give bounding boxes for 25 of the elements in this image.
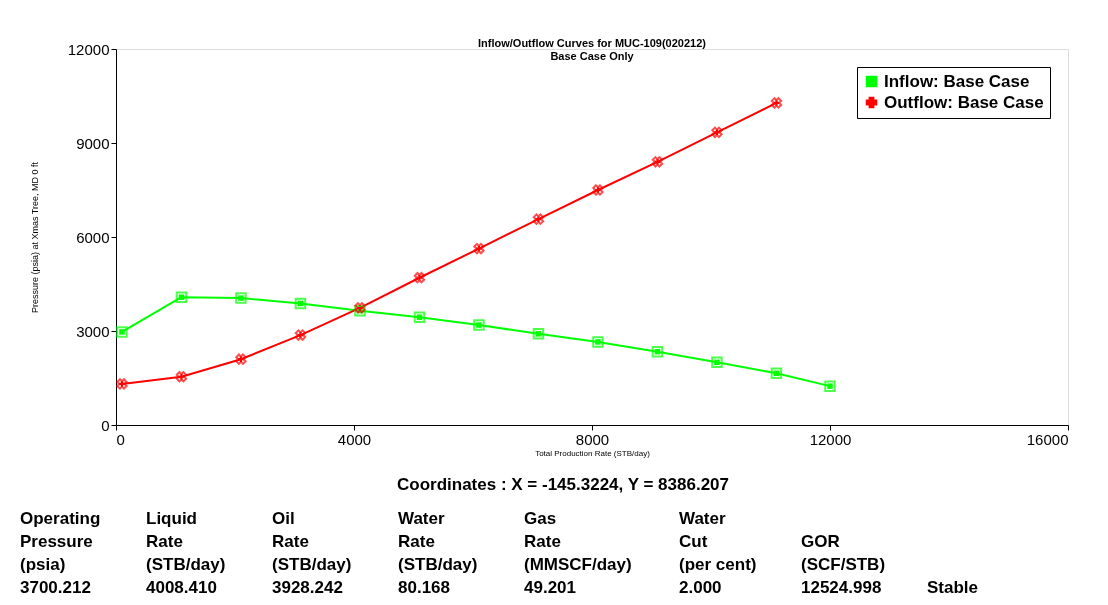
text: Liquid Rate (STB/day) 4008.410 <box>146 509 226 597</box>
y-tick-label: 12000 <box>67 40 110 58</box>
y-tick-label: 0 <box>101 416 110 434</box>
chart-title: Inflow/Outflow Curves for MUC-109(020212) <box>478 37 707 49</box>
x-tick-label: 16000 <box>1026 430 1069 448</box>
text: Coordinates : X = -145.3224, Y = 8386.207 <box>396 475 730 494</box>
text: Operating Pressure (psia) 3700.212 <box>20 509 101 597</box>
y-tick-label: 3000 <box>76 322 110 340</box>
legend-label: Outflow: Base Case <box>884 92 1044 112</box>
y-tick-label: 9000 <box>76 134 110 152</box>
chart-subtitle: Base Case Only <box>550 50 635 62</box>
x-tick-label: 12000 <box>809 430 852 448</box>
legend-label: Inflow: Base Case <box>884 71 1030 91</box>
text: Oil Rate (STB/day) 3928.242 <box>272 509 352 597</box>
text: Water Rate (STB/day) 80.168 <box>398 509 478 597</box>
text: Water Cut (per cent) 2.000 <box>679 509 757 597</box>
x-tick-label: 0 <box>116 430 125 448</box>
y-axis-title: Pressure (psia) at Xmas Tree, MD 0 ft <box>29 161 40 314</box>
y-tick-label: 6000 <box>76 228 110 246</box>
x-tick-label: 8000 <box>575 430 610 448</box>
x-axis-title: Total Production Rate (STB/day) <box>535 448 651 458</box>
text: Gas Rate (MMSCF/day) 49.201 <box>524 509 632 597</box>
x-tick-label: 4000 <box>337 430 372 448</box>
text: Stable <box>927 578 979 597</box>
text: GOR (SCF/STB) 12524.998 <box>801 532 886 597</box>
